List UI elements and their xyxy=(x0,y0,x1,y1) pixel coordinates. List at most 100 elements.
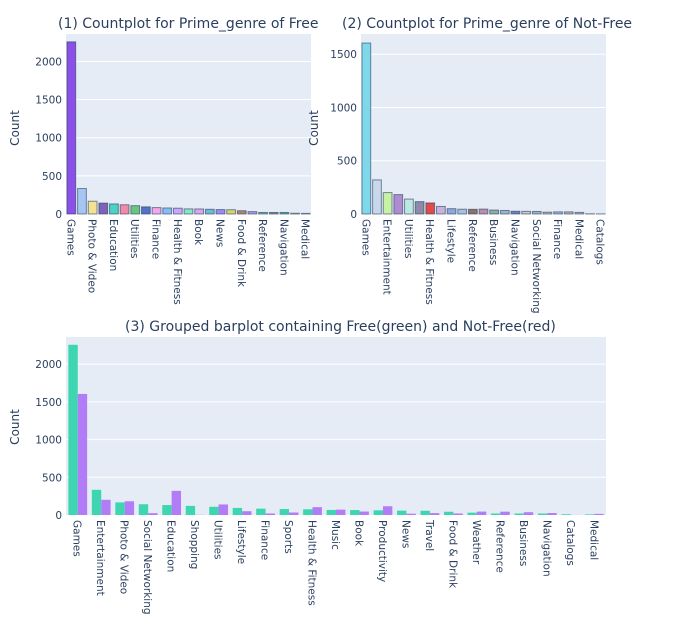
bar-series2-finance xyxy=(265,513,275,515)
bar-series2-weather xyxy=(476,511,487,515)
bar-series1-entertainment xyxy=(91,489,102,515)
bars-3 xyxy=(68,344,604,515)
x-ticks-1: Games Photo & Video Education Utilities Fina… xyxy=(64,219,310,305)
bar-food-drink xyxy=(236,210,247,215)
y-tick-1500: 1500 xyxy=(330,49,357,61)
x-tick-reference: Reference xyxy=(256,219,268,272)
panel-2: 0 500 1000 1500 Games Entertainment Utilities… xyxy=(307,16,632,314)
bar-navigation xyxy=(510,210,521,215)
bar-book xyxy=(478,208,489,215)
x-tick-music: Music xyxy=(329,520,341,550)
bar-series1-utilities xyxy=(209,506,219,515)
x-tick-utilities: Utilities xyxy=(212,520,224,560)
bar-series1-reference xyxy=(490,513,501,515)
gridlines-2 xyxy=(361,53,606,162)
x-tick-games: Games xyxy=(359,219,371,256)
x-tick-education: Education xyxy=(165,520,177,572)
bar-series1-social-networking xyxy=(138,504,149,515)
bar-series1-productivity xyxy=(373,510,383,515)
x-tick-games: Games xyxy=(64,219,76,256)
x-tick-navigation: Navigation xyxy=(508,219,520,276)
bar-travel xyxy=(521,210,531,215)
bar-series1-business xyxy=(514,513,524,515)
bar-travel xyxy=(226,209,236,215)
x-tick-medical: Medical xyxy=(572,219,584,259)
y-ticks-1: 0 500 1000 1500 2000 xyxy=(35,56,62,221)
bar-education xyxy=(109,203,119,215)
x-tick-medical: Medical xyxy=(587,520,599,560)
plot-area-1 xyxy=(66,34,311,214)
x-tick-business: Business xyxy=(487,219,499,265)
y-tick-0: 0 xyxy=(55,510,62,522)
panel-3: 0 500 1000 1500 2000 Games Entertainment Photo… xyxy=(8,319,606,615)
bar-social-networking xyxy=(531,210,542,215)
y-tick-1500: 1500 xyxy=(35,397,62,409)
plot-area-3 xyxy=(66,337,606,515)
gridlines-1 xyxy=(66,60,311,177)
x-tick-health-fitness: Health & Fitness xyxy=(306,520,318,606)
bar-series2-health-fitness xyxy=(312,507,322,515)
bar-series2-sports xyxy=(289,512,299,515)
bar-productivity xyxy=(414,201,425,215)
x-tick-education: Education xyxy=(107,219,119,271)
bar-series2-travel xyxy=(429,513,440,515)
bar-series1-travel xyxy=(420,510,430,515)
x-tick-medical: Medical xyxy=(299,219,311,259)
bar-series1-medical xyxy=(584,514,595,515)
x-tick-games: Games xyxy=(71,520,83,557)
bar-health-fitness xyxy=(425,202,436,215)
bar-book xyxy=(194,208,205,215)
x-tick-lifestyle: Lifestyle xyxy=(235,520,247,564)
x-tick-lifestyle: Lifestyle xyxy=(445,219,457,263)
bar-utilities xyxy=(404,198,414,215)
x-tick-weather: Weather xyxy=(470,520,482,565)
bar-games xyxy=(66,41,77,215)
bar-series2-food-drink xyxy=(453,513,463,515)
bar-series2-business xyxy=(523,512,534,515)
bar-series1-games xyxy=(68,344,78,515)
chart-title-3: (3) Grouped barplot containing Free(gree… xyxy=(125,319,556,335)
bar-series1-education xyxy=(162,505,172,515)
bar-series1-navigation xyxy=(537,513,548,515)
x-tick-book: Book xyxy=(352,520,364,547)
bar-games xyxy=(361,42,372,215)
bar-series2-medical xyxy=(594,513,604,515)
bar-photo-video xyxy=(87,200,98,215)
bar-series1-lifestyle xyxy=(232,507,243,515)
y-tick-500: 500 xyxy=(337,156,357,168)
bar-catalogs xyxy=(290,212,300,215)
y-tick-1000: 1000 xyxy=(330,102,357,114)
bar-series2-navigation xyxy=(547,513,557,515)
bar-series2-music xyxy=(336,509,346,515)
x-tick-social-networking: Social Networking xyxy=(530,219,542,314)
bar-reference xyxy=(258,211,268,215)
x-tick-reference: Reference xyxy=(493,520,505,573)
bar-series1-weather xyxy=(467,512,477,515)
y-axis-label-2: Count xyxy=(307,110,321,146)
y-ticks-2: 0 500 1000 1500 xyxy=(330,49,357,221)
bar-music xyxy=(436,205,446,215)
bar-business xyxy=(489,209,500,215)
bar-series2-reference xyxy=(500,511,510,515)
bar-series2-news xyxy=(406,513,416,515)
bar-weather xyxy=(457,208,468,215)
bar-finance xyxy=(151,207,162,215)
x-ticks-2: Games Entertainment Utilities Health & Fitn… xyxy=(359,219,605,314)
x-tick-shopping: Shopping xyxy=(188,520,200,569)
bar-series1-book xyxy=(350,510,360,515)
bar-series2-games xyxy=(77,393,88,515)
bar-finance xyxy=(553,211,563,215)
x-tick-reference: Reference xyxy=(466,219,478,272)
x-tick-book: Book xyxy=(192,219,204,246)
x-tick-entertainment: Entertainment xyxy=(381,219,393,295)
bar-series2-entertainment xyxy=(101,499,111,515)
bar-news xyxy=(215,209,226,215)
bar-health-fitness xyxy=(172,207,183,215)
bar-photo-video xyxy=(393,194,404,215)
y-tick-1000: 1000 xyxy=(35,435,62,447)
y-ticks-3: 0 500 1000 1500 2000 xyxy=(35,359,62,522)
x-tick-news: News xyxy=(399,520,411,548)
x-tick-photo-video: Photo & Video xyxy=(118,520,130,594)
bar-food-drink xyxy=(563,211,574,215)
